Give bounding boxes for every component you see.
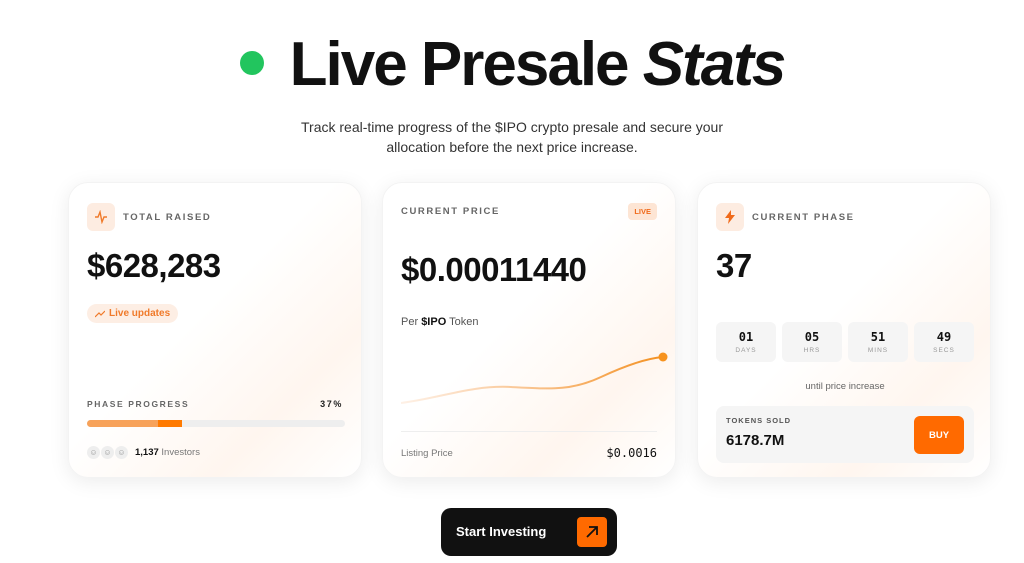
divider [401,431,657,432]
investors-row: ☺ ☺ ☺ 1,137 Investors [87,446,200,459]
current-phase-label: CURRENT PHASE [752,212,855,223]
price-trend-sparkline [401,352,668,404]
phase-progress-fill [87,420,183,427]
total-raised-label: TOTAL RAISED [123,212,212,223]
avatar-icon: ☺ [101,446,114,459]
listing-price-label: Listing Price [401,448,453,459]
tokens-sold-value: 6178.7M [726,432,785,449]
current-price-card: CURRENT PRICE LIVE $0.00011440 Per $IPO … [382,182,676,478]
current-price-value: $0.00011440 [401,251,587,288]
start-investing-button[interactable]: Start Investing [441,508,617,556]
countdown-days: 01 DAYS [716,322,776,362]
listing-price-value: $0.0016 [606,446,657,460]
avatar-icon: ☺ [87,446,100,459]
tokens-sold-label: TOKENS SOLD [726,416,792,425]
until-price-increase-text: until price increase [805,381,885,392]
total-raised-value: $628,283 [87,247,221,284]
current-phase-value: 37 [716,247,752,284]
page-title: Live Presale Stats [0,30,1024,100]
total-raised-card: TOTAL RAISED $628,283 Live updates PHASE… [68,182,362,478]
live-updates-badge: Live updates [87,304,179,323]
phase-progress-percent: 37% [320,399,343,409]
avatar-icon: ☺ [115,446,128,459]
live-indicator-dot [239,50,264,75]
investors-count: 1,137 [135,447,159,458]
countdown-minutes: 51 MINS [848,322,908,362]
price-trend-endpoint [658,352,668,362]
per-token-text: Per $IPO Token [401,316,479,328]
phase-progress-label: PHASE PROGRESS [87,399,190,409]
countdown-seconds: 49 SECS [914,322,974,362]
activity-icon [87,203,115,231]
countdown-hours: 05 HRS [782,322,842,362]
current-phase-card: CURRENT PHASE 37 01 DAYS 05 HRS 51 MINS 49 S… [697,182,991,478]
live-badge: LIVE [628,203,657,220]
trend-up-icon [95,310,105,317]
phase-progress-bar [87,420,345,427]
current-price-label: CURRENT PRICE [401,206,500,217]
page-subtitle: Track real-time progress of the $IPO cry… [301,119,723,155]
arrow-up-right-icon [577,517,607,547]
buy-button[interactable]: BUY [914,416,964,454]
tokens-sold-box: TOKENS SOLD 6178.7M BUY [716,406,974,463]
lightning-icon [716,203,744,231]
